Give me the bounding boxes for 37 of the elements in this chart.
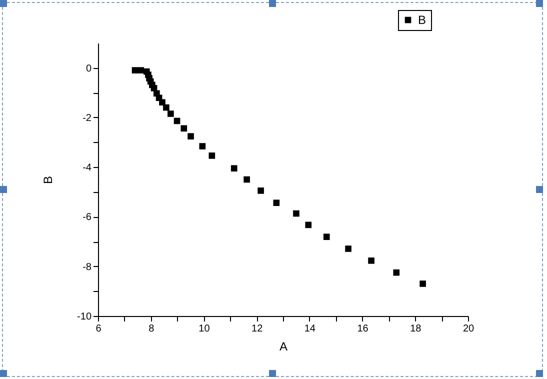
y-tick-label: -4 bbox=[82, 162, 92, 174]
point bbox=[163, 104, 170, 111]
y-tick-label: 0 bbox=[86, 63, 92, 74]
point bbox=[345, 246, 352, 252]
y-tick-label: -8 bbox=[82, 262, 92, 273]
point bbox=[180, 125, 188, 132]
x-tick-label: 6 bbox=[96, 324, 102, 334]
x-tick-label: 16 bbox=[357, 324, 369, 334]
x-tick-label: 18 bbox=[410, 324, 422, 334]
point bbox=[305, 222, 312, 228]
y-tick-label: -6 bbox=[82, 212, 92, 224]
point bbox=[368, 257, 374, 264]
y-axis-title: B bbox=[41, 176, 56, 184]
x-tick-label: 12 bbox=[252, 324, 264, 334]
x-tick-label: 8 bbox=[148, 324, 155, 334]
point bbox=[159, 99, 166, 106]
point bbox=[188, 133, 194, 140]
point bbox=[174, 118, 180, 124]
x-tick-label: 14 bbox=[304, 324, 316, 334]
point bbox=[258, 188, 264, 194]
point bbox=[323, 234, 330, 240]
x-tick-label: 20 bbox=[462, 324, 474, 334]
legend-label: B bbox=[418, 13, 426, 27]
point bbox=[393, 269, 400, 276]
point bbox=[168, 110, 174, 117]
point bbox=[230, 165, 238, 172]
x-tick-label: 10 bbox=[198, 324, 210, 334]
point bbox=[244, 176, 250, 183]
point bbox=[138, 67, 144, 74]
point bbox=[293, 210, 300, 217]
x-axis-title: A bbox=[279, 340, 288, 354]
y-tick-label: -2 bbox=[82, 112, 92, 124]
point bbox=[420, 280, 426, 287]
point bbox=[208, 152, 216, 159]
point bbox=[273, 200, 280, 206]
point bbox=[199, 143, 206, 150]
y-tick-label: -10 bbox=[77, 312, 92, 322]
